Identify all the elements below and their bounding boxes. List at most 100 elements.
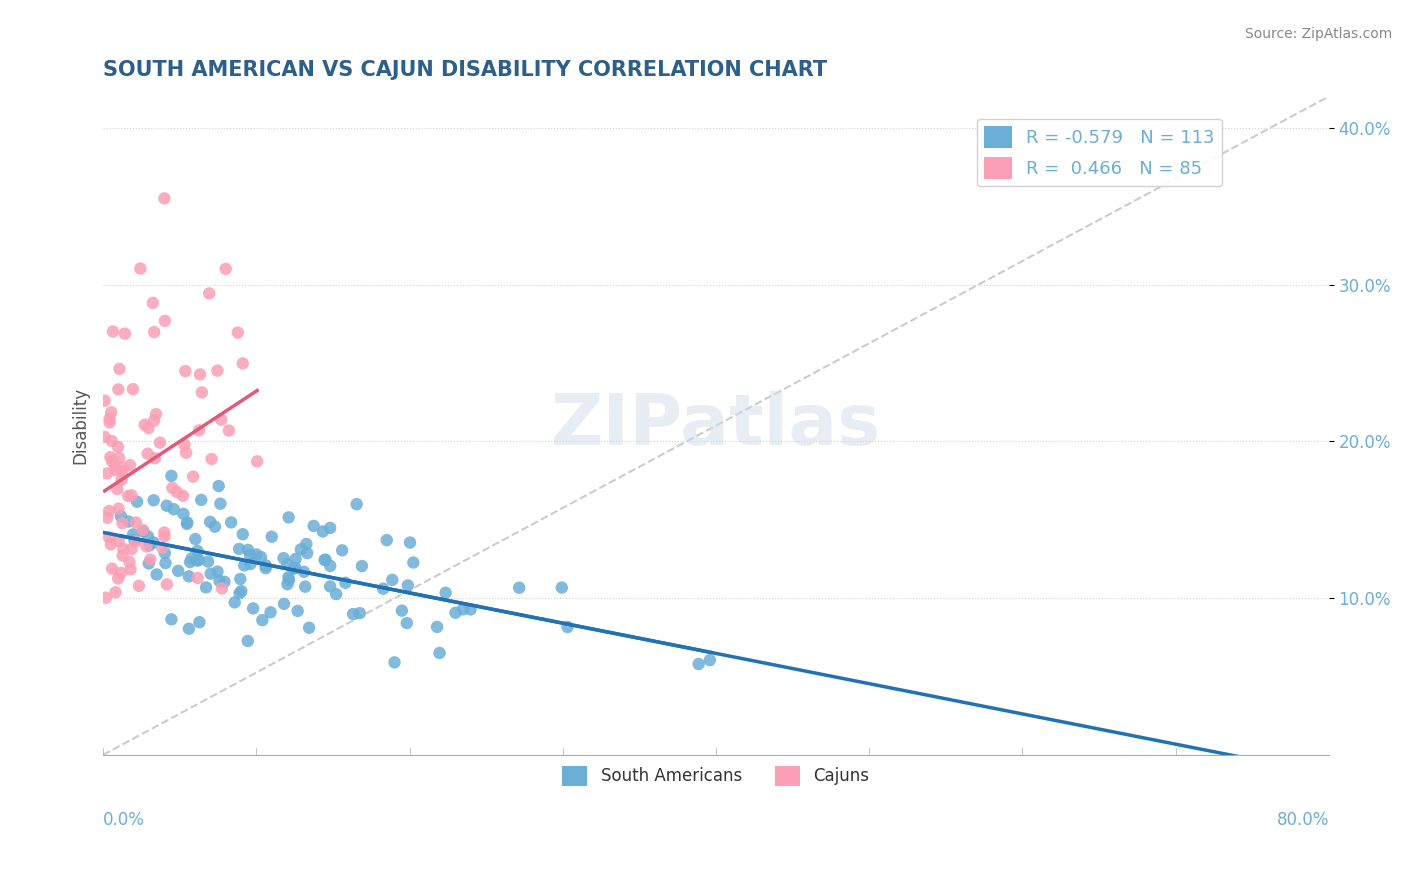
Point xyxy=(125,534,148,549)
Legend: South Americans, Cajuns: South Americans, Cajuns xyxy=(555,759,876,793)
Point xyxy=(125,516,148,530)
Point xyxy=(184,532,207,546)
Point xyxy=(211,582,233,596)
Point xyxy=(209,497,232,511)
Point xyxy=(97,530,120,544)
Point xyxy=(150,541,173,555)
Point xyxy=(190,492,212,507)
Point xyxy=(104,585,127,599)
Point xyxy=(259,605,281,619)
Point xyxy=(395,616,418,631)
Point xyxy=(319,558,342,573)
Point xyxy=(118,555,141,569)
Point xyxy=(195,581,218,595)
Point xyxy=(208,479,231,493)
Point xyxy=(273,551,295,566)
Point xyxy=(122,382,145,396)
Point xyxy=(139,552,162,566)
Point xyxy=(177,569,200,583)
Point xyxy=(120,562,142,576)
Point xyxy=(105,482,128,496)
Point xyxy=(239,557,262,571)
Point xyxy=(278,573,301,587)
Point xyxy=(460,602,482,616)
Point xyxy=(200,566,222,581)
Y-axis label: Disability: Disability xyxy=(72,387,89,464)
Point xyxy=(172,489,194,503)
Point xyxy=(153,546,176,560)
Point xyxy=(188,368,211,382)
Point xyxy=(399,535,422,549)
Text: ZIPatlas: ZIPatlas xyxy=(551,391,882,460)
Point xyxy=(557,620,579,634)
Point xyxy=(135,540,157,554)
Point xyxy=(215,261,238,276)
Point xyxy=(162,481,184,495)
Point xyxy=(143,414,166,428)
Point xyxy=(242,601,264,615)
Point xyxy=(224,595,246,609)
Point xyxy=(138,557,160,571)
Point xyxy=(111,464,134,478)
Point xyxy=(325,587,347,601)
Point xyxy=(198,515,221,529)
Point xyxy=(167,564,190,578)
Point xyxy=(176,516,198,530)
Point xyxy=(132,524,155,539)
Point xyxy=(111,516,134,531)
Point xyxy=(209,413,232,427)
Point xyxy=(163,502,186,516)
Point xyxy=(186,544,208,558)
Point xyxy=(239,548,262,562)
Point xyxy=(112,541,135,556)
Point xyxy=(142,493,165,508)
Point xyxy=(111,473,134,487)
Point xyxy=(156,577,179,591)
Point xyxy=(315,553,337,567)
Point xyxy=(121,488,143,502)
Point xyxy=(155,556,177,570)
Point xyxy=(177,622,200,636)
Point xyxy=(138,538,160,552)
Point xyxy=(228,541,250,556)
Point xyxy=(176,516,198,531)
Point xyxy=(252,613,274,627)
Point xyxy=(330,543,353,558)
Point xyxy=(160,468,183,483)
Point xyxy=(302,519,325,533)
Point xyxy=(100,450,122,464)
Point xyxy=(98,504,121,518)
Point xyxy=(349,606,371,620)
Point xyxy=(134,417,156,432)
Point xyxy=(295,546,318,560)
Point xyxy=(277,510,299,524)
Point xyxy=(444,606,467,620)
Point xyxy=(107,501,129,516)
Point xyxy=(174,446,197,460)
Point xyxy=(136,447,159,461)
Point xyxy=(319,521,342,535)
Point xyxy=(186,553,208,567)
Point xyxy=(173,437,195,451)
Point xyxy=(127,494,149,508)
Point xyxy=(294,580,316,594)
Point xyxy=(153,529,176,543)
Point xyxy=(111,460,134,475)
Point xyxy=(290,542,312,557)
Point xyxy=(107,383,129,397)
Text: Source: ZipAtlas.com: Source: ZipAtlas.com xyxy=(1244,27,1392,41)
Point xyxy=(187,571,209,585)
Point xyxy=(260,530,283,544)
Point xyxy=(93,430,115,444)
Point xyxy=(226,326,249,340)
Text: 0.0%: 0.0% xyxy=(103,812,145,830)
Point xyxy=(319,579,342,593)
Point xyxy=(207,363,229,377)
Point xyxy=(188,423,211,437)
Point xyxy=(551,581,574,595)
Point xyxy=(118,458,141,472)
Point xyxy=(219,516,242,530)
Point xyxy=(508,581,530,595)
Point xyxy=(122,527,145,541)
Point xyxy=(214,574,236,589)
